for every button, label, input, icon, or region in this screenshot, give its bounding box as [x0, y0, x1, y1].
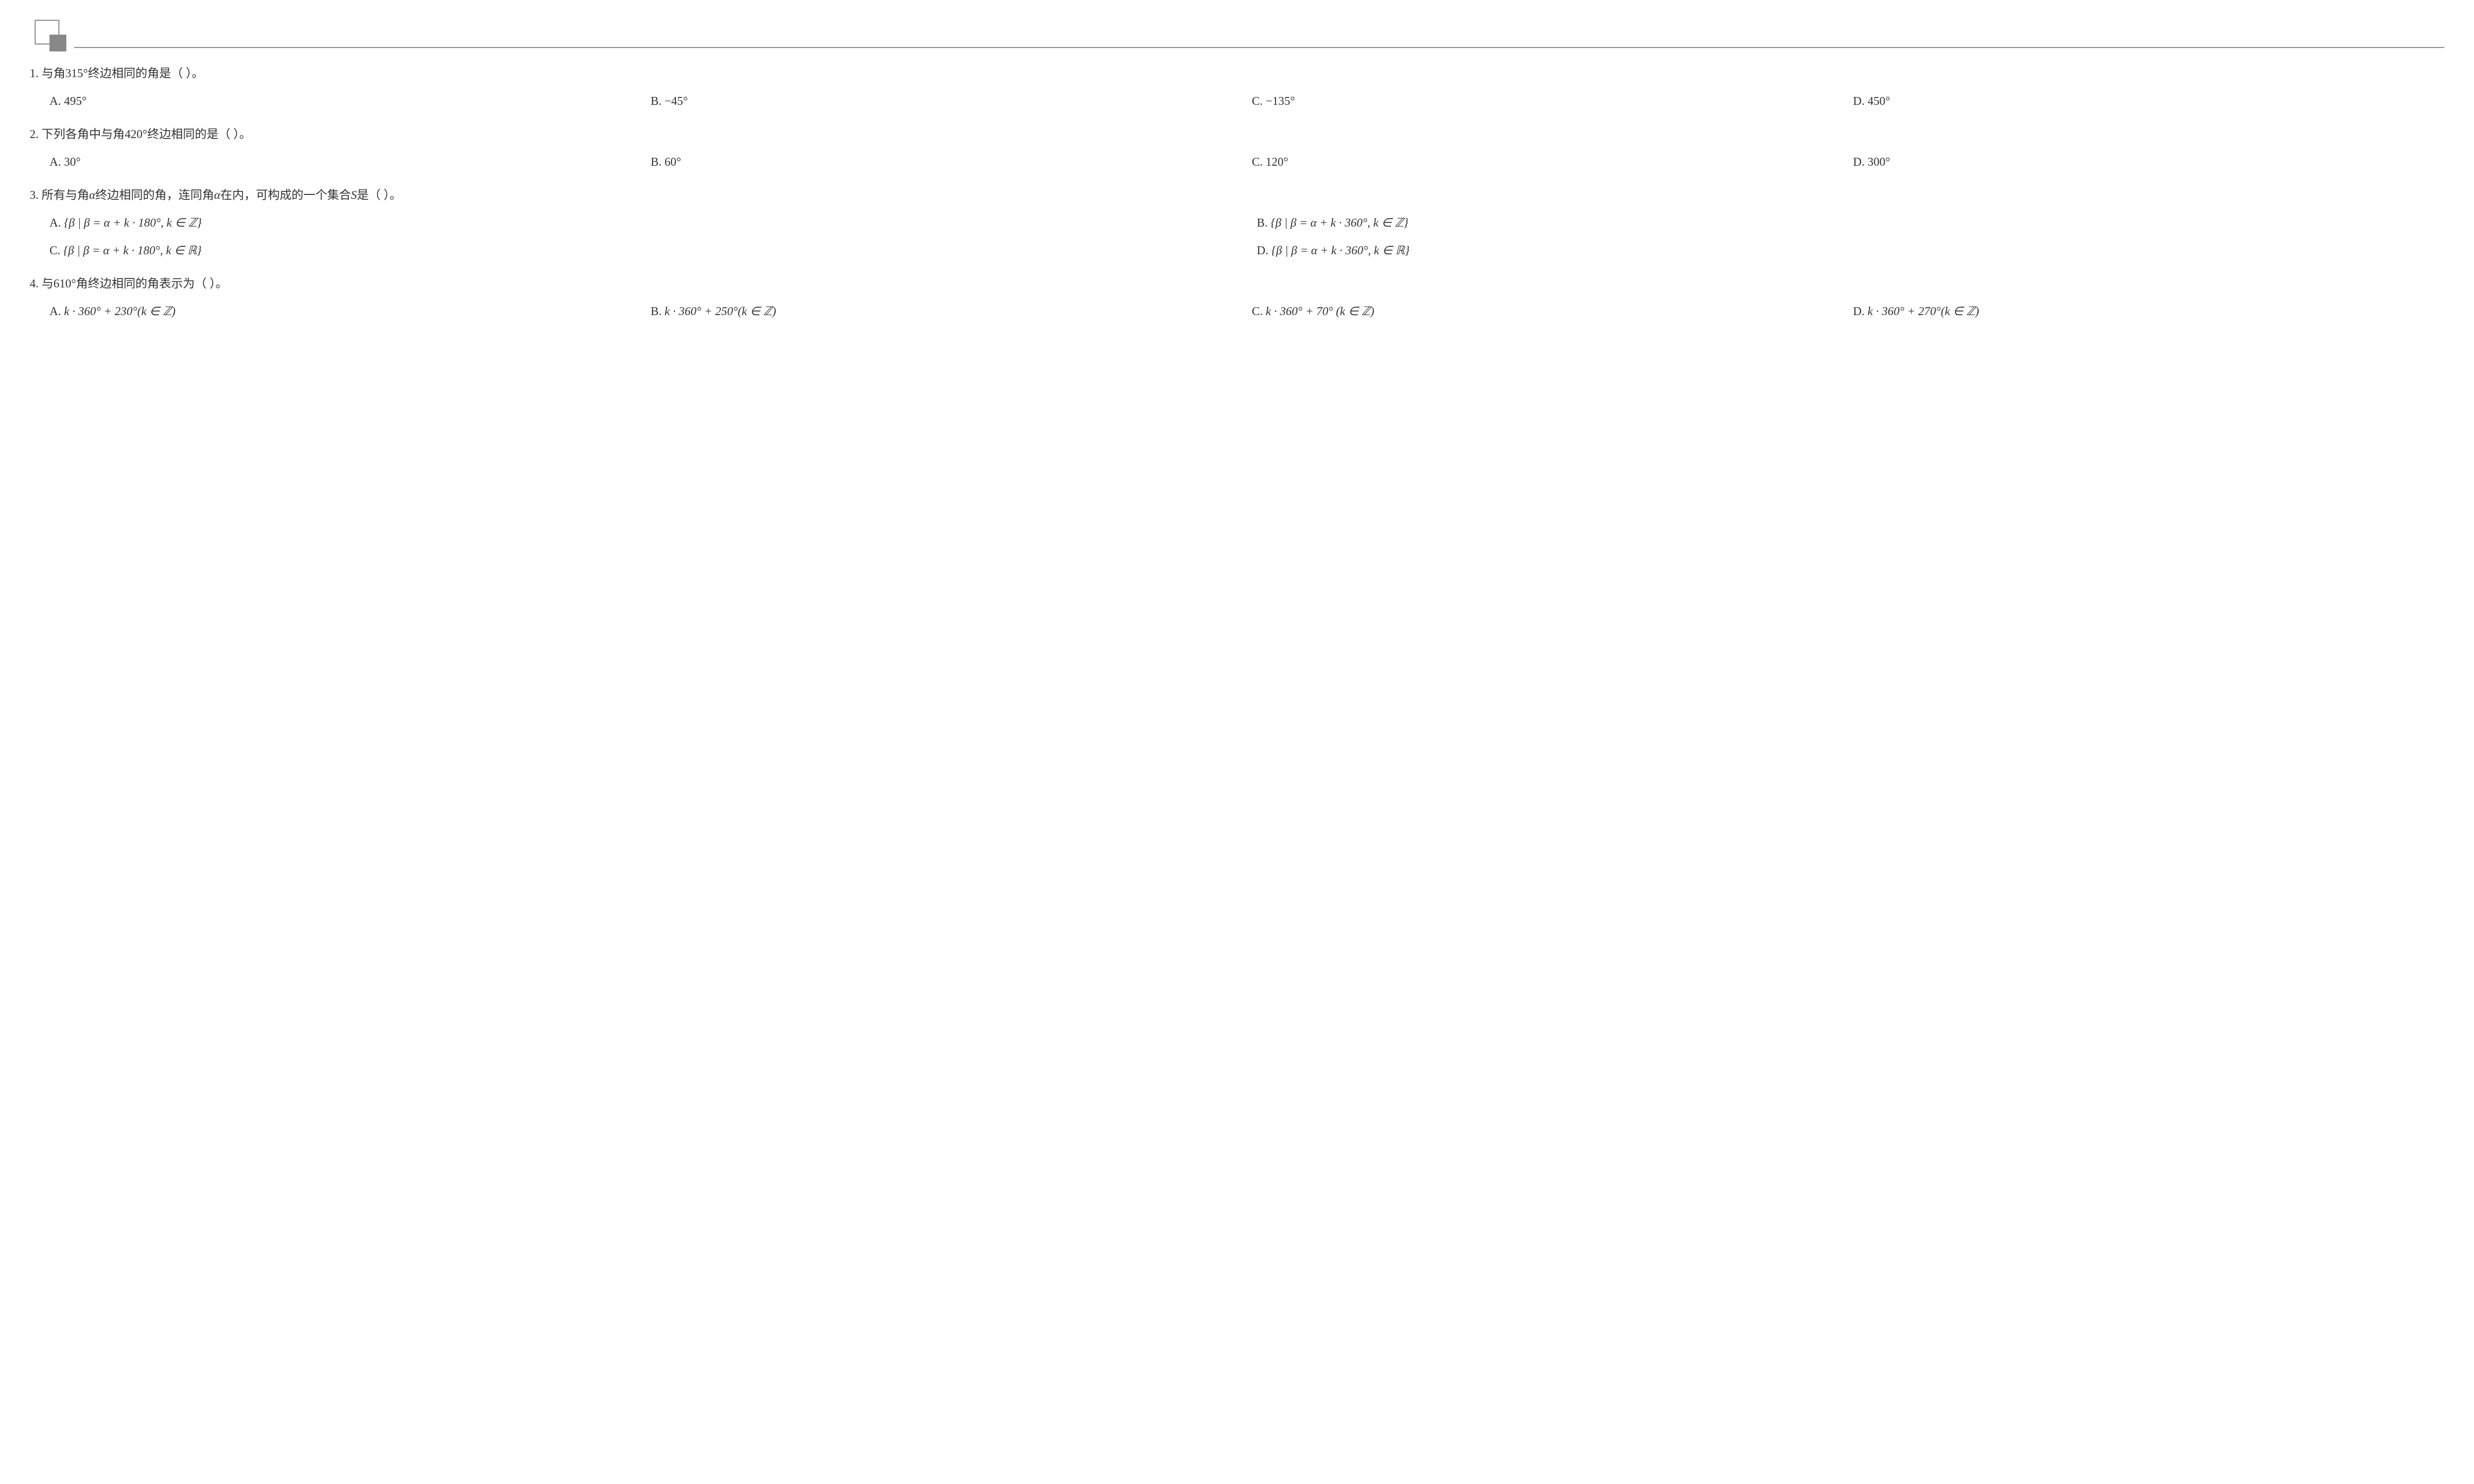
page-header-decoration — [30, 20, 2444, 54]
decoration-rule — [74, 47, 2444, 48]
option-text: 30° — [64, 156, 81, 169]
question-1-option-a: A. 495° — [49, 92, 641, 111]
option-expr: {β | β = α + k · 180°, k ∈ ℤ} — [64, 217, 201, 230]
question-2-options: A. 30° B. 60° C. 120° D. 300° — [30, 153, 2444, 172]
question-2-text: 下列各角中与角420°终边相同的是（ ）。 — [42, 128, 251, 141]
option-label: C. — [49, 244, 60, 257]
option-label: C. — [1252, 156, 1263, 169]
option-text: −45° — [665, 95, 688, 108]
option-text: −135° — [1266, 95, 1295, 108]
question-2-number: 2. — [30, 128, 39, 141]
option-expr: {β | β = α + k · 360°, k ∈ ℤ} — [1271, 217, 1408, 230]
option-label: B. — [1257, 217, 1268, 230]
question-3-suffix: 是（ ）。 — [357, 189, 401, 202]
option-expr: k · 360° + 250°(k ∈ ℤ) — [665, 305, 776, 318]
option-label: A. — [49, 305, 61, 318]
option-label: A. — [49, 217, 61, 230]
option-text: 60° — [665, 156, 681, 169]
question-2: 2. 下列各角中与角420°终边相同的是（ ）。 A. 30° B. 60° C… — [30, 125, 2444, 172]
question-4-option-c: C. k · 360° + 70° (k ∈ ℤ) — [1252, 302, 1843, 321]
option-text: 495° — [64, 95, 87, 108]
question-4-number: 4. — [30, 278, 39, 290]
option-expr: {β | β = α + k · 360°, k ∈ ℝ} — [1271, 244, 1410, 257]
option-expr: {β | β = α + k · 180°, k ∈ ℝ} — [63, 244, 202, 257]
option-expr: k · 360° + 70° (k ∈ ℤ) — [1266, 305, 1374, 318]
question-3-number: 3. — [30, 189, 39, 202]
question-1-option-b: B. −45° — [651, 92, 1242, 111]
alpha-symbol: α — [214, 189, 221, 202]
option-text: 300° — [1867, 156, 1890, 169]
alpha-symbol: α — [89, 189, 95, 202]
question-2-option-d: D. 300° — [1853, 153, 2444, 172]
question-3-option-c: C. {β | β = α + k · 180°, k ∈ ℝ} — [49, 241, 1237, 260]
option-label: B. — [651, 305, 662, 318]
option-label: A. — [49, 95, 61, 108]
question-3-option-a: A. {β | β = α + k · 180°, k ∈ ℤ} — [49, 214, 1237, 232]
question-4: 4. 与610°角终边相同的角表示为（ ）。 A. k · 360° + 230… — [30, 275, 2444, 322]
question-4-options: A. k · 360° + 230°(k ∈ ℤ) B. k · 360° + … — [30, 302, 2444, 321]
option-expr: k · 360° + 270°(k ∈ ℤ) — [1867, 305, 1979, 318]
question-2-option-a: A. 30° — [49, 153, 641, 172]
decoration-square-filled — [49, 35, 66, 51]
question-4-stem: 4. 与610°角终边相同的角表示为（ ）。 — [30, 275, 2444, 293]
question-3: 3. 所有与角α终边相同的角，连同角α在内，可构成的一个集合S是（ ）。 A. … — [30, 186, 2444, 261]
question-1-stem: 1. 与角315°终边相同的角是（ ）。 — [30, 64, 2444, 83]
option-label: B. — [651, 156, 662, 169]
question-2-option-c: C. 120° — [1252, 153, 1843, 172]
option-label: D. — [1257, 244, 1268, 257]
question-2-stem: 2. 下列各角中与角420°终边相同的是（ ）。 — [30, 125, 2444, 144]
question-3-option-b: B. {β | β = α + k · 360°, k ∈ ℤ} — [1257, 214, 2444, 232]
option-label: B. — [651, 95, 662, 108]
question-4-text: 与610°角终边相同的角表示为（ ）。 — [42, 278, 228, 290]
option-expr: k · 360° + 230°(k ∈ ℤ) — [64, 305, 175, 318]
option-text: 120° — [1266, 156, 1288, 169]
question-4-option-b: B. k · 360° + 250°(k ∈ ℤ) — [651, 302, 1242, 321]
option-label: A. — [49, 156, 61, 169]
question-1-number: 1. — [30, 67, 39, 80]
question-3-prefix: 所有与角 — [42, 189, 89, 202]
question-3-stem: 3. 所有与角α终边相同的角，连同角α在内，可构成的一个集合S是（ ）。 — [30, 186, 2444, 205]
question-2-option-b: B. 60° — [651, 153, 1242, 172]
question-1-options: A. 495° B. −45° C. −135° D. 450° — [30, 92, 2444, 111]
question-3-options: A. {β | β = α + k · 180°, k ∈ ℤ} B. {β |… — [30, 214, 2444, 261]
option-label: C. — [1252, 95, 1263, 108]
question-1-option-c: C. −135° — [1252, 92, 1843, 111]
option-label: D. — [1853, 95, 1864, 108]
question-4-option-d: D. k · 360° + 270°(k ∈ ℤ) — [1853, 302, 2444, 321]
question-1-text: 与角315°终边相同的角是（ ）。 — [42, 67, 204, 80]
option-text: 450° — [1867, 95, 1890, 108]
option-label: D. — [1853, 305, 1864, 318]
set-s-symbol: S — [351, 189, 357, 202]
question-1-option-d: D. 450° — [1853, 92, 2444, 111]
option-label: D. — [1853, 156, 1864, 169]
question-3-option-d: D. {β | β = α + k · 360°, k ∈ ℝ} — [1257, 241, 2444, 260]
question-4-option-a: A. k · 360° + 230°(k ∈ ℤ) — [49, 302, 641, 321]
question-3-mid1: 终边相同的角，连同角 — [95, 189, 214, 202]
option-label: C. — [1252, 305, 1263, 318]
question-1: 1. 与角315°终边相同的角是（ ）。 A. 495° B. −45° C. … — [30, 64, 2444, 111]
question-3-mid2: 在内，可构成的一个集合 — [220, 189, 351, 202]
